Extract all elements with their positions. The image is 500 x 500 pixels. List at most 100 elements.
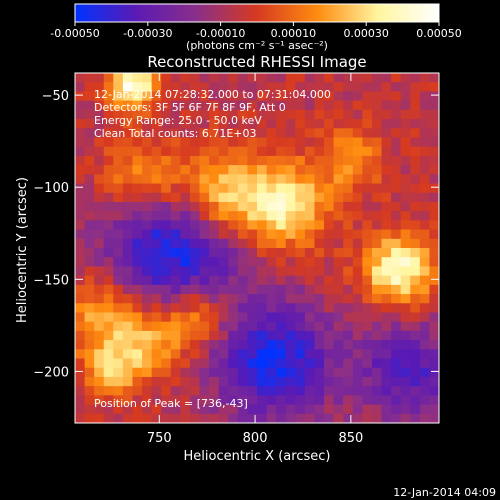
heatmap-cell — [209, 238, 220, 249]
heatmap-cell — [371, 266, 383, 277]
heatmap-cell — [333, 376, 344, 387]
heatmap-cell — [161, 100, 172, 111]
heatmap-cell — [276, 109, 287, 120]
heatmap-cell — [257, 395, 268, 406]
heatmap-cell — [429, 404, 440, 415]
colorbar — [74, 3, 440, 23]
heatmap-cell — [189, 367, 201, 378]
heatmap-cell — [161, 201, 172, 212]
heatmap-cell — [266, 395, 277, 406]
heatmap-cell — [352, 201, 363, 212]
heatmap-cell — [295, 330, 306, 341]
x-tick-label: 850 — [338, 431, 363, 446]
heatmap-cell — [218, 303, 229, 313]
heatmap-cell — [295, 201, 306, 212]
heatmap-cell — [304, 275, 315, 286]
heatmap-cell — [75, 358, 86, 369]
heatmap-cell — [352, 395, 363, 406]
heatmap-cell — [266, 229, 277, 240]
heatmap-cell — [419, 238, 430, 249]
heatmap-cell — [371, 165, 383, 175]
heatmap-cell — [324, 192, 335, 203]
heatmap-cell — [247, 413, 258, 424]
heatmap-cell — [209, 137, 220, 148]
heatmap-cell — [419, 413, 430, 424]
heatmap-cell — [228, 192, 239, 203]
heatmap-cell — [371, 395, 383, 406]
heatmap-cell — [189, 266, 201, 277]
heatmap-cell — [266, 404, 277, 415]
heatmap-cell — [352, 404, 363, 415]
heatmap-cell — [362, 395, 373, 406]
heatmap-cell — [218, 376, 229, 387]
heatmap-cell — [199, 211, 210, 221]
heatmap-cell — [333, 174, 344, 185]
heatmap-cell — [257, 312, 268, 323]
heatmap-cell — [333, 183, 344, 194]
heatmap-cell — [381, 303, 392, 313]
heatmap-cell — [237, 73, 248, 83]
heatmap-cell — [295, 238, 306, 249]
heatmap-cell — [266, 312, 277, 323]
colorbar-tick-label: 0.00010 — [271, 27, 317, 40]
heatmap-cell — [151, 229, 162, 240]
heatmap-cell — [228, 248, 239, 258]
heatmap-cell — [391, 404, 402, 415]
heatmap-cell — [257, 349, 268, 360]
heatmap-cell — [151, 91, 162, 102]
heatmap-cell — [333, 367, 344, 378]
heatmap-cell — [132, 248, 143, 258]
heatmap-cell — [362, 174, 373, 185]
heatmap-cell — [429, 321, 440, 332]
heatmap-cell — [161, 229, 172, 240]
heatmap-cell — [285, 321, 296, 332]
heatmap-cell — [276, 404, 287, 415]
heatmap-cell — [362, 100, 373, 111]
heatmap-cell — [151, 367, 162, 378]
heatmap-cell — [122, 275, 133, 286]
heatmap-cell — [352, 376, 363, 387]
heatmap-cell — [94, 146, 105, 157]
heatmap-cell — [132, 165, 143, 175]
footer-timestamp: 12-Jan-2014 04:09 — [393, 486, 496, 499]
heatmap-cell — [314, 82, 325, 92]
heatmap-cell — [400, 238, 411, 249]
heatmap-cell — [75, 174, 86, 185]
heatmap-cell — [343, 395, 354, 406]
heatmap-cell — [285, 220, 296, 231]
heatmap-cell — [122, 100, 133, 111]
heatmap-cell — [122, 349, 133, 360]
heatmap-cell — [333, 294, 344, 304]
heatmap-cell — [113, 340, 124, 350]
heatmap-cell — [113, 294, 124, 304]
heatmap-cell — [209, 192, 220, 203]
heatmap-cell — [132, 155, 143, 166]
heatmap-cell — [257, 275, 268, 286]
heatmap-cell — [142, 174, 153, 185]
heatmap-cell — [189, 91, 201, 102]
heatmap-cell — [429, 312, 440, 323]
heatmap-cell — [257, 183, 268, 194]
heatmap-cell — [371, 367, 383, 378]
heatmap-cell — [132, 404, 143, 415]
heatmap-cell — [180, 183, 191, 194]
heatmap-cell — [324, 220, 335, 231]
heatmap-cell — [371, 220, 383, 231]
heatmap-cell — [257, 119, 268, 129]
heatmap-cell — [237, 192, 248, 203]
heatmap-cell — [180, 395, 191, 406]
heatmap-cell — [381, 211, 392, 221]
heatmap-cell — [75, 349, 86, 360]
heatmap-cell — [324, 183, 335, 194]
heatmap-cell — [352, 257, 363, 267]
heatmap-cell — [362, 266, 373, 277]
heatmap-cell — [352, 266, 363, 277]
annotation-line: Detectors: 3F 5F 6F 7F 8F 9F, Att 0 — [94, 101, 286, 114]
heatmap-cell — [161, 91, 172, 102]
heatmap-cell — [333, 128, 344, 138]
heatmap-cell — [209, 349, 220, 360]
heatmap-cell — [400, 73, 411, 83]
heatmap-cell — [285, 330, 296, 341]
heatmap-cell — [371, 275, 383, 286]
heatmap-cell — [304, 201, 315, 212]
